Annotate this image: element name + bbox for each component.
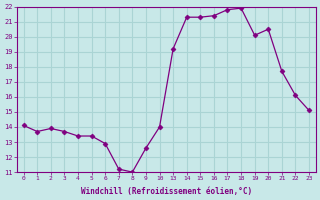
X-axis label: Windchill (Refroidissement éolien,°C): Windchill (Refroidissement éolien,°C) [81, 187, 252, 196]
